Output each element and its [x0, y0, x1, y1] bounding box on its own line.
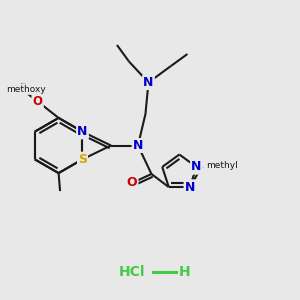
- Text: N: N: [77, 125, 88, 138]
- Text: N: N: [77, 125, 88, 138]
- Text: N: N: [133, 139, 143, 152]
- Text: S: S: [78, 153, 87, 166]
- Text: O: O: [127, 176, 137, 190]
- Text: HCl: HCl: [119, 265, 145, 278]
- Text: methoxy: methoxy: [21, 83, 27, 84]
- Text: methyl: methyl: [200, 167, 205, 168]
- Text: O: O: [33, 95, 43, 108]
- Text: N: N: [133, 139, 143, 152]
- Text: H: H: [179, 265, 190, 278]
- Text: N: N: [143, 76, 154, 89]
- Text: O: O: [127, 176, 137, 190]
- Text: methyl: methyl: [206, 161, 238, 170]
- Text: S: S: [78, 153, 87, 166]
- Text: methoxy: methoxy: [6, 85, 46, 94]
- Text: N: N: [185, 181, 195, 194]
- Text: N: N: [143, 76, 154, 89]
- Text: O: O: [33, 95, 43, 108]
- Text: N: N: [185, 181, 195, 194]
- Text: N: N: [191, 160, 202, 173]
- Text: N: N: [191, 160, 202, 173]
